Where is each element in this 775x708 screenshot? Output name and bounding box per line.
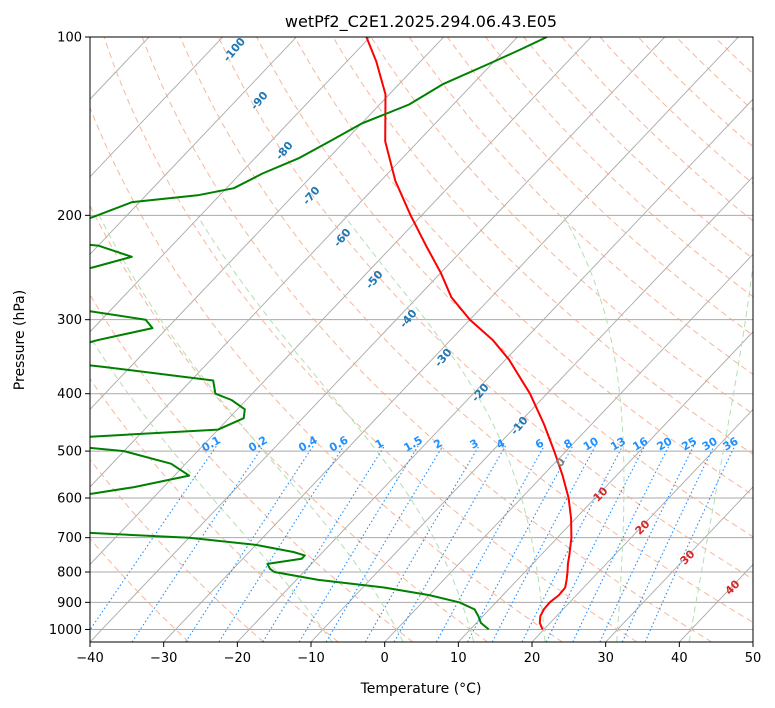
y-tick-label: 600 xyxy=(57,492,82,507)
moist-adiabat-line xyxy=(562,215,625,642)
isotherm-line xyxy=(90,37,445,411)
mixing-ratio-line xyxy=(262,445,385,642)
dewpoint-profile xyxy=(90,37,548,631)
dry-adiabat-line xyxy=(90,204,488,642)
dry-adiabat-line xyxy=(294,37,753,496)
x-tick-label: 50 xyxy=(745,651,762,666)
y-axis-label: Pressure (hPa) xyxy=(12,290,28,390)
mixing-ratio-line xyxy=(599,445,695,642)
profile-lines xyxy=(90,37,573,631)
isotherm-line xyxy=(90,37,518,488)
y-tick-label: 1000 xyxy=(49,623,82,638)
moist-adiabat-line xyxy=(688,260,753,642)
x-tick-label: −20 xyxy=(224,651,251,666)
plot-frame xyxy=(89,36,754,643)
isotherm-line xyxy=(90,37,592,566)
isotherm-line xyxy=(90,37,224,178)
dry-adiabat-line xyxy=(103,37,638,642)
isotherm-line xyxy=(605,486,753,642)
x-tick-label: 40 xyxy=(671,651,688,666)
moist-adiabat-line xyxy=(196,215,475,642)
dry-adiabat-line xyxy=(141,37,712,642)
y-tick-label: 100 xyxy=(57,31,82,46)
isotherm-line xyxy=(90,37,371,333)
moist-adiabat-line xyxy=(98,215,404,642)
temperature-profile xyxy=(365,37,573,630)
x-tick-label: −30 xyxy=(150,651,177,666)
axes: −40 −30 −20 −10 0 10 20 30 40 50 100 200 300 400 500 60… xyxy=(49,31,761,667)
isotherm-line xyxy=(163,37,739,642)
y-tick-label: 200 xyxy=(57,209,82,224)
isotherm-line xyxy=(384,253,753,642)
dry-adiabat-line xyxy=(370,37,753,415)
x-tick-label: 10 xyxy=(450,651,467,666)
dry-adiabat-line xyxy=(408,37,753,375)
mixing-ratio-line xyxy=(545,445,646,642)
dry-adiabat-line xyxy=(332,37,753,455)
dry-adiabat-line xyxy=(179,37,753,623)
mixing-ratio-line xyxy=(572,445,670,642)
dry-adiabat-line xyxy=(256,37,753,538)
mixing-ratio-line xyxy=(325,445,444,642)
x-tick-label: −10 xyxy=(297,651,324,666)
isotherm-line xyxy=(237,98,753,642)
x-tick-label: −40 xyxy=(76,651,103,666)
dry-adiabat-line xyxy=(90,458,264,642)
dry-adiabat-line xyxy=(90,293,414,642)
isotherm-line xyxy=(458,331,753,642)
mixing-ratio-line xyxy=(185,445,314,642)
isotherm-line xyxy=(90,37,297,255)
x-tick-label: 30 xyxy=(597,651,614,666)
y-tick-label: 400 xyxy=(57,387,82,402)
y-tick-label: 500 xyxy=(57,445,82,460)
x-tick-label: 0 xyxy=(381,651,389,666)
y-tick-label: 300 xyxy=(57,313,82,328)
mixing-ratio-line xyxy=(435,445,545,642)
chart-title: wetPf2_C2E1.2025.294.06.43.E05 xyxy=(285,12,557,32)
mixing-ratio-line xyxy=(298,445,419,642)
background-lines xyxy=(90,37,753,642)
isotherm-line xyxy=(90,37,666,642)
moist-adiabat-line xyxy=(343,215,546,642)
mixing-ratio-line xyxy=(90,445,217,631)
isotherm-line xyxy=(531,408,753,642)
y-tick-label: 800 xyxy=(57,566,82,581)
y-tick-label: 900 xyxy=(57,596,82,611)
dry-adiabat-line xyxy=(90,106,563,642)
mixing-ratio-line xyxy=(218,445,345,642)
dry-adiabat-line xyxy=(217,37,753,580)
dry-adiabat-line xyxy=(446,37,753,336)
dry-adiabat-line xyxy=(90,537,190,642)
x-tick-label: 20 xyxy=(524,651,541,666)
y-tick-label: 700 xyxy=(57,531,82,546)
mixing-ratio-line xyxy=(131,445,264,642)
x-axis-label: Temperature (°C) xyxy=(360,681,482,697)
mixing-ratio-line xyxy=(521,445,624,642)
